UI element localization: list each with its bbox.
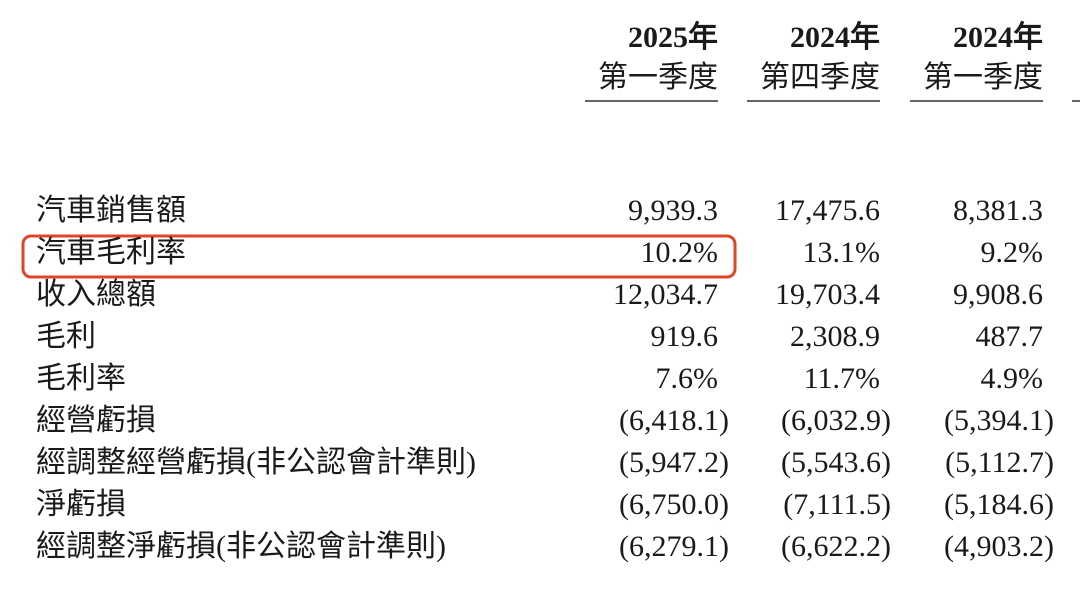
column-quarter: 第四季度	[760, 61, 880, 94]
cell-value: 11.7%	[804, 362, 880, 395]
cell-value: 9,908.6	[953, 278, 1043, 311]
cell-value: 12,034.7	[613, 278, 718, 311]
column-quarter: 第一季度	[598, 61, 718, 94]
cell-value: (6,622.2)	[781, 530, 891, 563]
column-quarter: 第一季度	[923, 61, 1043, 94]
cell-value: (5,184.6)	[944, 488, 1054, 521]
cell-value: (6,032.9)	[781, 404, 891, 437]
cell-value: (5,543.6)	[781, 446, 891, 479]
cell-value: 4.9%	[981, 362, 1044, 395]
cell-value: (6,279.1)	[619, 530, 729, 563]
cell-value: 9.2%	[981, 236, 1044, 269]
cell-value: 7.6%	[656, 362, 719, 395]
cell-value: (5,394.1)	[944, 404, 1054, 437]
cell-value: (5,112.7)	[945, 446, 1054, 479]
cell-value: 2,308.9	[790, 320, 880, 353]
row-label: 經調整經營虧損(非公認會計準則)	[36, 446, 476, 479]
cell-value: (5,947.2)	[619, 446, 729, 479]
cell-value: 19,703.4	[775, 278, 880, 311]
cell-value: 10.2%	[641, 236, 719, 269]
cell-value: (7,111.5)	[783, 488, 891, 521]
cell-value: 9,939.3	[628, 194, 718, 227]
column-year: 2024年	[953, 21, 1043, 54]
column-year: 2024年	[790, 21, 880, 54]
row-label: 毛利	[36, 320, 96, 353]
cell-value: (4,903.2)	[944, 530, 1054, 563]
row-label: 汽車銷售額	[36, 194, 186, 227]
cell-value: 487.7	[976, 320, 1044, 353]
cell-value: (6,750.0)	[619, 488, 729, 521]
row-label: 淨虧損	[36, 488, 126, 521]
column-year: 2025年	[628, 21, 718, 54]
cell-value: 13.1%	[803, 236, 881, 269]
cell-value: 919.6	[651, 320, 719, 353]
highlight-box	[21, 234, 737, 279]
row-label: 經調整淨虧損(非公認會計準則)	[36, 530, 446, 563]
row-label: 毛利率	[36, 362, 126, 395]
row-label: 收入總額	[36, 278, 156, 311]
row-label: 汽車毛利率	[36, 236, 186, 269]
cell-value: (6,418.1)	[619, 404, 729, 437]
cell-value: 17,475.6	[775, 194, 880, 227]
cell-value: 8,381.3	[953, 194, 1043, 227]
row-label: 經營虧損	[36, 404, 156, 437]
